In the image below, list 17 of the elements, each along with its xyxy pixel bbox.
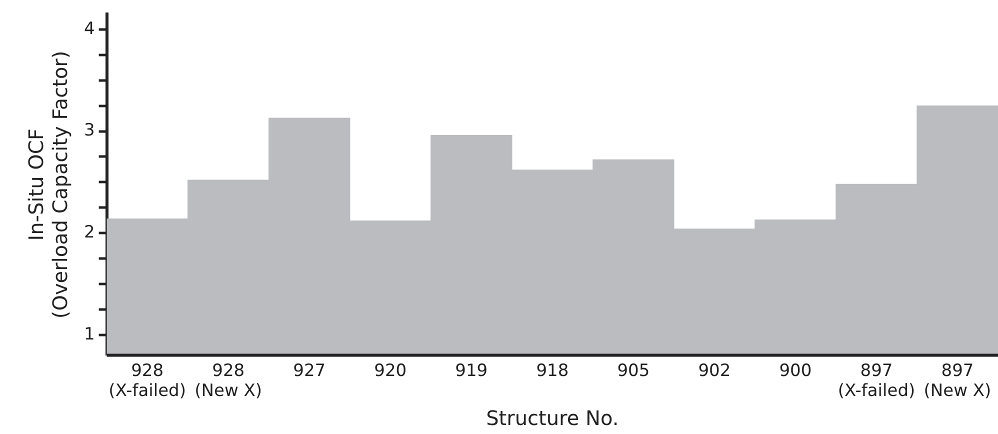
y-tick-label: 4 xyxy=(84,18,95,39)
y-tick-label: 2 xyxy=(84,222,95,242)
x-tick-label: 927 xyxy=(293,360,326,381)
x-tick-label: 897 (X-failed) xyxy=(838,360,916,402)
x-tick-label: 920 xyxy=(374,360,407,381)
x-tick-label: 928 (X-failed) xyxy=(108,360,186,402)
x-tick-label: 897 (New X) xyxy=(924,360,992,402)
x-tick-label: 905 xyxy=(617,360,650,381)
x-tick-label: 902 xyxy=(698,360,731,381)
x-tick-label: 928 (New X) xyxy=(194,360,262,402)
y-tick-label: 3 xyxy=(84,120,95,141)
x-axis-title: Structure No. xyxy=(486,406,619,430)
y-axis-title: In-Situ OCF (Overload Capacity Factor) xyxy=(24,50,72,319)
x-tick-label: 900 xyxy=(779,360,812,381)
y-tick-label: 1 xyxy=(84,324,95,344)
x-tick-label: 919 xyxy=(455,360,488,381)
x-tick-label: 918 xyxy=(536,360,569,381)
